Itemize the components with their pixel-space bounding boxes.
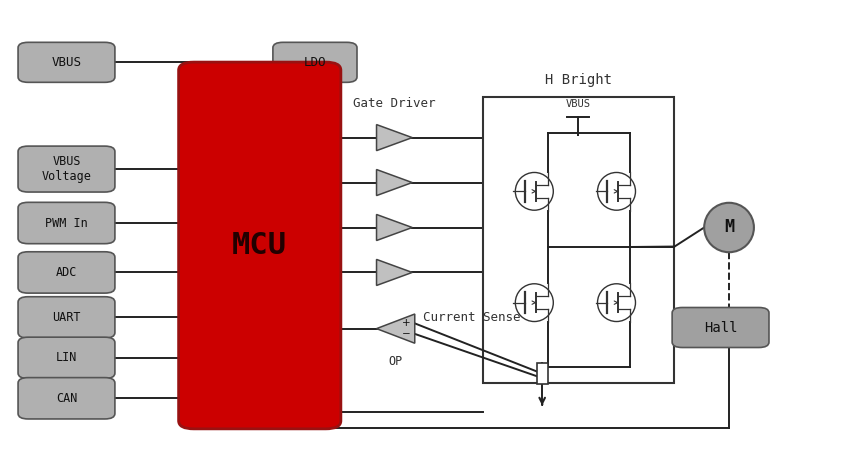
Text: H Bright: H Bright	[545, 73, 612, 87]
Text: ADC: ADC	[56, 266, 77, 279]
Text: LDO: LDO	[304, 56, 327, 69]
FancyBboxPatch shape	[179, 62, 341, 429]
Text: CAN: CAN	[56, 392, 77, 405]
Text: Gate Driver: Gate Driver	[353, 97, 435, 111]
Text: VBUS: VBUS	[566, 99, 591, 109]
Bar	[537, 364, 548, 384]
FancyBboxPatch shape	[273, 42, 357, 82]
Text: OP: OP	[388, 355, 403, 368]
Text: Hall: Hall	[704, 320, 737, 334]
Ellipse shape	[516, 284, 553, 322]
FancyBboxPatch shape	[18, 252, 115, 293]
Text: Current Sense: Current Sense	[423, 311, 521, 324]
Polygon shape	[376, 125, 412, 151]
Text: MCU: MCU	[233, 231, 287, 260]
Text: VBUS: VBUS	[51, 56, 81, 69]
FancyBboxPatch shape	[18, 378, 115, 419]
Text: +: +	[402, 318, 410, 329]
Bar	[483, 97, 674, 383]
FancyBboxPatch shape	[18, 42, 115, 82]
Ellipse shape	[705, 203, 754, 252]
Polygon shape	[376, 170, 412, 196]
Ellipse shape	[598, 284, 635, 322]
FancyBboxPatch shape	[18, 297, 115, 338]
Polygon shape	[376, 314, 415, 343]
Text: LIN: LIN	[56, 351, 77, 364]
Text: UART: UART	[52, 311, 80, 324]
Ellipse shape	[516, 172, 553, 210]
Text: PWM In: PWM In	[45, 217, 88, 229]
Text: −: −	[402, 329, 410, 339]
FancyBboxPatch shape	[18, 202, 115, 244]
Text: VBUS
Voltage: VBUS Voltage	[42, 155, 91, 183]
Polygon shape	[376, 259, 412, 285]
Polygon shape	[376, 214, 412, 241]
FancyBboxPatch shape	[18, 146, 115, 192]
FancyBboxPatch shape	[18, 337, 115, 379]
Ellipse shape	[598, 172, 635, 210]
FancyBboxPatch shape	[672, 308, 769, 348]
Text: M: M	[724, 218, 734, 237]
